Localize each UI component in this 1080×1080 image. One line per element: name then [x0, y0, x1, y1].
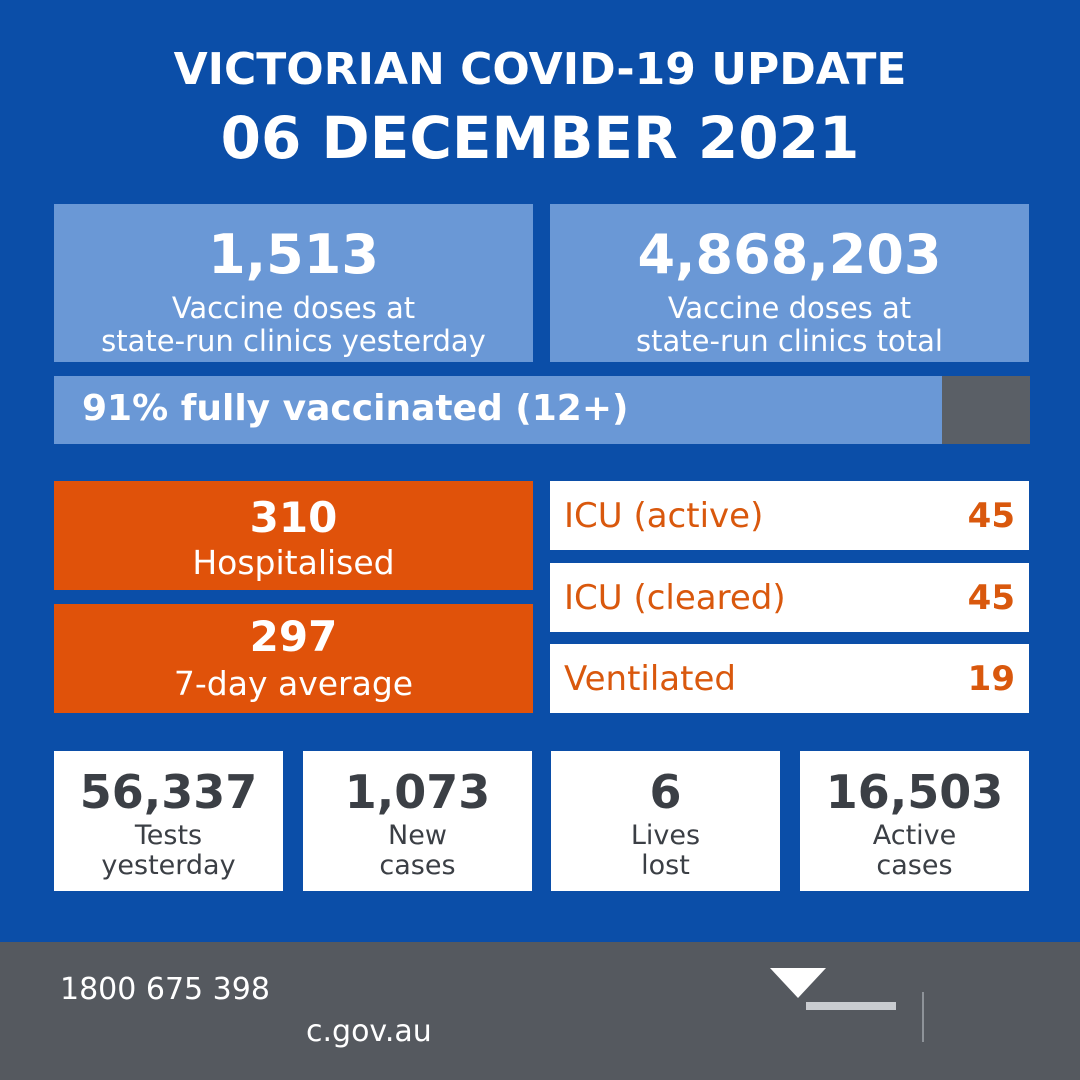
- vaccine-doses-total-card: 4,868,203 Vaccine doses at state-run cli…: [550, 204, 1029, 362]
- vaccine-doses-yesterday-card: 1,513 Vaccine doses at state-run clinics…: [54, 204, 533, 362]
- footer: 1800 675 398 c.gov.au: [0, 942, 1080, 1080]
- footer-divider: [922, 992, 924, 1042]
- stat-card-lives-lost: 6 Lives lost: [551, 751, 780, 891]
- seven-day-average-card: 297 7-day average: [54, 604, 533, 713]
- victoria-state-logo-icon: [770, 968, 910, 1032]
- stat-label-1: Active: [872, 820, 957, 851]
- stat-label-2: lost: [641, 850, 690, 881]
- seven-day-average-label: 7-day average: [173, 664, 414, 703]
- vaccine-doses-yesterday-label-2: state-run clinics yesterday: [101, 324, 486, 358]
- stat-value: 16,503: [825, 765, 1004, 819]
- stat-label-2: cases: [876, 850, 953, 881]
- fully-vaccinated-progress-fill: [54, 376, 943, 444]
- fully-vaccinated-progress-bar: 91% fully vaccinated (12+): [54, 376, 1030, 444]
- icu-cleared-label: ICU (cleared): [564, 577, 786, 618]
- ventilated-value: 19: [967, 658, 1015, 699]
- stat-card-active-cases: 16,503 Active cases: [800, 751, 1029, 891]
- vaccine-doses-yesterday-value: 1,513: [208, 223, 379, 286]
- vaccine-doses-total-label-2: state-run clinics total: [636, 324, 943, 358]
- stat-label-2: yesterday: [101, 850, 236, 881]
- seven-day-average-value: 297: [249, 612, 338, 661]
- stat-card-new-cases: 1,073 New cases: [303, 751, 532, 891]
- stat-label-1: New: [388, 820, 447, 851]
- stat-value: 6: [649, 765, 682, 819]
- stat-value: 56,337: [79, 765, 258, 819]
- ventilated-row: Ventilated 19: [550, 644, 1029, 713]
- hospitalised-value: 310: [249, 493, 338, 542]
- icu-active-row: ICU (active) 45: [550, 481, 1029, 550]
- stat-label-1: Lives: [630, 820, 701, 851]
- icu-active-value: 45: [967, 495, 1015, 536]
- stat-value: 1,073: [344, 765, 491, 819]
- page-title: VICTORIAN COVID-19 UPDATE: [173, 44, 907, 95]
- hospitalised-label: Hospitalised: [192, 543, 395, 582]
- stat-label-2: cases: [379, 850, 456, 881]
- fully-vaccinated-progress-remainder: [942, 376, 1030, 444]
- icu-cleared-row: ICU (cleared) 45: [550, 563, 1029, 632]
- stat-card-tests: 56,337 Tests yesterday: [54, 751, 283, 891]
- vaccine-doses-yesterday-label-1: Vaccine doses at: [171, 291, 416, 325]
- icu-cleared-value: 45: [967, 577, 1015, 618]
- ventilated-label: Ventilated: [564, 658, 736, 699]
- vaccine-doses-total-label-1: Vaccine doses at: [667, 291, 912, 325]
- stat-label-1: Tests: [134, 820, 203, 851]
- footer-website[interactable]: c.gov.au: [306, 1014, 432, 1049]
- icu-active-label: ICU (active): [564, 495, 764, 536]
- fully-vaccinated-label: 91% fully vaccinated (12+): [82, 388, 629, 429]
- page-date: 06 DECEMBER 2021: [220, 104, 860, 172]
- footer-phone[interactable]: 1800 675 398: [60, 972, 270, 1007]
- vaccine-doses-total-value: 4,868,203: [637, 223, 942, 286]
- hospitalised-card: 310 Hospitalised: [54, 481, 533, 590]
